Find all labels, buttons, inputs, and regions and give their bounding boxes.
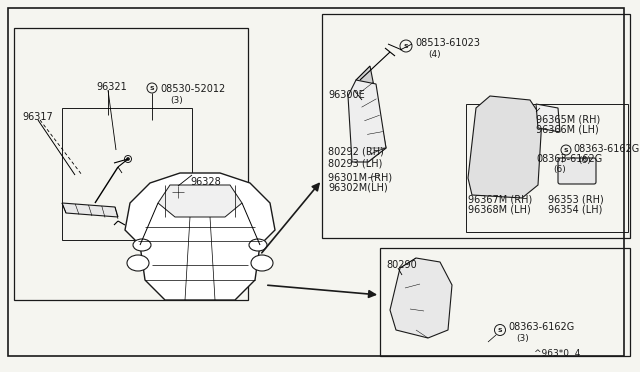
Text: 08513-61023: 08513-61023 [415, 38, 480, 48]
Polygon shape [125, 173, 275, 300]
Polygon shape [62, 203, 118, 217]
Circle shape [127, 157, 129, 160]
Text: 96367M (RH): 96367M (RH) [468, 194, 532, 204]
Text: 96317: 96317 [22, 112, 52, 122]
Text: 08363-6162G: 08363-6162G [508, 322, 574, 332]
Text: S: S [404, 44, 408, 49]
Polygon shape [356, 66, 386, 162]
Text: 08363-6162G: 08363-6162G [573, 144, 639, 154]
Text: 96353 (RH): 96353 (RH) [548, 194, 604, 204]
Text: (3): (3) [170, 96, 183, 105]
Text: 08363-6162G: 08363-6162G [536, 154, 602, 164]
Circle shape [175, 189, 181, 195]
Text: 96366M (LH): 96366M (LH) [536, 125, 599, 135]
Bar [380, 248, 630, 356]
Bar [322, 14, 630, 238]
Ellipse shape [127, 255, 149, 271]
Text: (4): (4) [428, 50, 440, 59]
Text: S: S [564, 148, 568, 153]
Text: 96354 (LH): 96354 (LH) [548, 205, 602, 215]
Text: 80293 (LH): 80293 (LH) [328, 158, 382, 168]
Text: 96301M (RH): 96301M (RH) [328, 172, 392, 182]
FancyBboxPatch shape [558, 158, 596, 184]
Text: 96321: 96321 [96, 82, 127, 92]
Polygon shape [468, 96, 542, 198]
Text: (6): (6) [553, 165, 566, 174]
Polygon shape [158, 185, 242, 217]
Text: 96368M (LH): 96368M (LH) [468, 205, 531, 215]
Text: S: S [498, 328, 502, 333]
Bar [62, 108, 192, 240]
Text: ^963*0  4: ^963*0 4 [534, 349, 580, 358]
Polygon shape [536, 104, 560, 132]
Polygon shape [390, 258, 452, 338]
Polygon shape [348, 80, 386, 162]
Text: 96302M(LH): 96302M(LH) [328, 182, 388, 192]
Bar [466, 104, 628, 232]
Text: 96300E: 96300E [328, 90, 365, 100]
Text: 08530-52012: 08530-52012 [160, 84, 225, 94]
Text: S: S [150, 86, 154, 91]
Ellipse shape [249, 239, 267, 251]
Text: 96328: 96328 [190, 177, 221, 187]
Text: 80292 (RH): 80292 (RH) [328, 147, 384, 157]
Text: (3): (3) [516, 334, 529, 343]
Ellipse shape [133, 239, 151, 251]
Text: (6): (6) [578, 156, 591, 165]
Bar [14, 28, 248, 300]
Text: 80290: 80290 [386, 260, 417, 270]
Text: 96365M (RH): 96365M (RH) [536, 114, 600, 124]
Ellipse shape [251, 255, 273, 271]
